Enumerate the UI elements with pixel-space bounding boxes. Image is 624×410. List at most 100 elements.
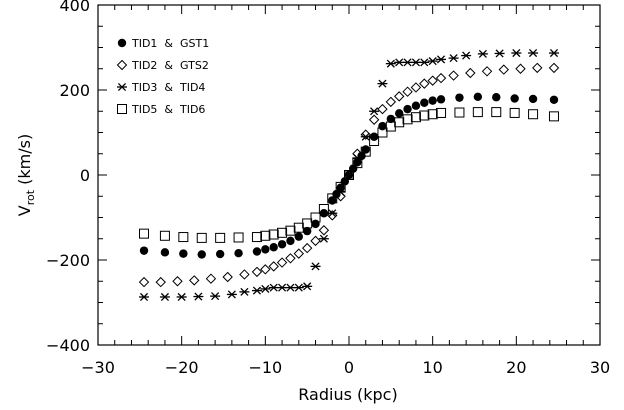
asterisk-stroke <box>344 170 354 180</box>
data-point <box>368 114 380 125</box>
data-point <box>160 248 170 257</box>
data-point <box>310 212 321 223</box>
asterisk-stroke <box>269 283 278 292</box>
data-point <box>277 283 288 292</box>
asterisk-stroke <box>478 49 487 58</box>
data-point <box>548 48 559 58</box>
y-axis-label-subscript: rot <box>24 189 37 205</box>
data-point <box>197 250 206 259</box>
y-axis-label: Vrot (km/s) <box>15 134 37 216</box>
data-point <box>465 67 476 79</box>
asterisk-stroke <box>336 187 345 197</box>
data-point <box>335 187 346 197</box>
asterisk-stroke <box>411 58 420 67</box>
data-point <box>394 58 405 67</box>
asterisk-stroke <box>420 58 429 67</box>
data-point <box>327 210 338 221</box>
asterisk-stroke <box>311 262 320 271</box>
data-point <box>139 228 150 239</box>
data-point <box>410 58 421 67</box>
asterisk-stroke <box>449 54 458 63</box>
data-point <box>301 242 313 254</box>
data-point <box>498 64 509 75</box>
y-tick-label: −200 <box>46 251 90 270</box>
asterisk-stroke <box>294 283 303 292</box>
data-point <box>155 276 166 288</box>
data-point <box>411 101 421 110</box>
asterisk-stroke <box>211 292 220 301</box>
data-point <box>311 219 320 229</box>
data-point <box>461 51 472 60</box>
data-point <box>277 240 287 249</box>
y-axis-label-unit: (km/s) <box>15 134 34 190</box>
data-point <box>178 232 189 243</box>
data-point <box>402 114 413 125</box>
x-tick-label: −30 <box>81 358 115 377</box>
data-point <box>377 127 388 138</box>
asterisk-stroke <box>117 82 127 92</box>
data-point <box>377 103 388 115</box>
data-point <box>239 287 250 296</box>
data-point <box>428 96 437 105</box>
axis-ticks: −30 −20 −10 0 10 20 30 −400 −200 0 200 400 <box>46 0 610 377</box>
data-point <box>193 292 204 301</box>
data-point <box>377 79 388 88</box>
data-point <box>420 98 429 107</box>
data-point <box>472 107 483 118</box>
data-point <box>327 209 338 218</box>
data-point <box>410 112 421 123</box>
data-point <box>226 290 237 299</box>
x-tick-label: −20 <box>165 358 199 377</box>
data-point <box>302 282 313 291</box>
data-point <box>139 292 150 302</box>
data-point <box>448 70 459 81</box>
data-point <box>448 54 459 63</box>
asterisk-stroke <box>403 58 412 67</box>
data-point <box>532 62 543 74</box>
asterisk-stroke <box>395 58 404 67</box>
data-point <box>386 114 396 124</box>
data-point <box>260 230 271 241</box>
data-point <box>436 95 446 104</box>
data-point <box>285 253 296 264</box>
series-2 <box>138 62 560 288</box>
asterisk-stroke <box>240 287 249 296</box>
legend-label: TID1 & GST1 <box>131 37 209 50</box>
y-tick-label: 200 <box>59 81 90 100</box>
data-point <box>293 283 304 292</box>
x-axis-label: Radius (kpc) <box>298 385 397 404</box>
legend-label: TID2 & GTS2 <box>131 59 209 72</box>
data-point <box>378 121 387 131</box>
data-point <box>528 94 538 104</box>
asterisk-stroke <box>370 107 379 116</box>
y-tick-label: −400 <box>46 336 90 355</box>
asterisk-stroke <box>353 153 362 163</box>
data-point <box>310 262 321 271</box>
data-point <box>481 66 493 77</box>
data-point <box>361 145 370 154</box>
asterisk-stroke <box>495 49 504 58</box>
asterisk-stroke <box>227 290 236 299</box>
data-point <box>310 235 321 247</box>
data-point <box>509 107 520 118</box>
data-point <box>549 95 559 104</box>
data-point <box>427 109 438 120</box>
data-point <box>176 292 187 302</box>
data-point <box>419 78 430 89</box>
data-point <box>360 132 371 141</box>
data-point <box>352 158 363 169</box>
data-point <box>385 96 397 108</box>
data-point <box>403 104 412 114</box>
asterisk-stroke <box>286 283 295 292</box>
data-point <box>360 129 371 140</box>
x-tick-label: 20 <box>506 358 526 377</box>
asterisk-stroke <box>529 48 538 58</box>
data-point <box>252 247 262 256</box>
data-point <box>318 204 329 214</box>
data-point <box>419 110 430 121</box>
asterisk-stroke <box>378 79 387 88</box>
data-point <box>395 109 404 118</box>
asterisk-stroke <box>278 283 287 292</box>
data-point <box>327 193 338 204</box>
